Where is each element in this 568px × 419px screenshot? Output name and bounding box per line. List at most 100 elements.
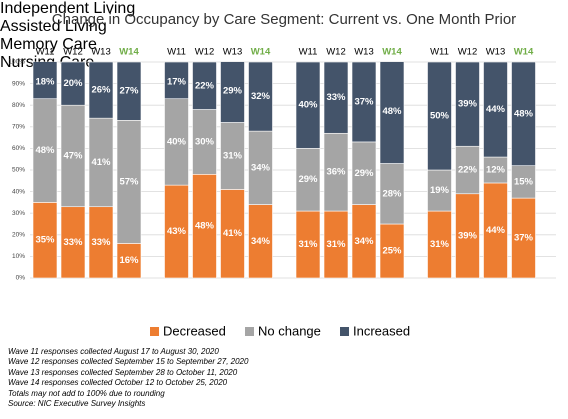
data-label: 47% — [63, 150, 83, 161]
x-tick-label: W12 — [458, 47, 478, 58]
data-label: 37% — [354, 96, 374, 107]
bar-segment — [351, 141, 377, 205]
x-tick-label: W12 — [63, 47, 83, 58]
data-label: 30% — [195, 136, 215, 147]
data-label: 15% — [514, 176, 534, 187]
x-tick-label: W13 — [91, 47, 111, 58]
data-label: 27% — [119, 86, 139, 97]
bar-segment — [323, 62, 349, 134]
data-label: 16% — [119, 255, 139, 266]
legend-label: No change — [258, 323, 321, 338]
y-tick-label: 20% — [12, 232, 25, 239]
y-tick-label: 100% — [8, 59, 25, 66]
legend-swatch — [340, 327, 349, 336]
bar-segment — [427, 210, 452, 278]
data-label: 31% — [326, 239, 346, 250]
bar-segment — [164, 98, 189, 186]
bar-segment — [323, 210, 349, 278]
data-label: 29% — [354, 168, 374, 179]
x-tick-label: W13 — [486, 47, 506, 58]
data-label: 34% — [354, 236, 374, 247]
bar-segment — [164, 62, 189, 100]
y-tick-label: 40% — [12, 188, 25, 195]
bar-segment — [32, 62, 58, 100]
bar-segment — [511, 197, 536, 278]
bar-segment — [60, 104, 86, 208]
bar-segment — [351, 62, 377, 143]
data-label: 57% — [119, 176, 139, 187]
bar-segment — [88, 62, 114, 119]
note: Wave 14 responses collected October 12 t… — [8, 378, 228, 388]
data-label: 50% — [430, 111, 450, 122]
data-label: 44% — [486, 225, 506, 236]
bar-segment — [192, 174, 217, 278]
data-label: 48% — [382, 106, 402, 117]
bar-segment — [379, 163, 405, 225]
legend-swatch — [150, 327, 159, 336]
x-tick-label: W14 — [251, 47, 271, 58]
note: Source: NIC Executive Survey Insights — [8, 399, 146, 409]
chart-title: Change in Occupancy by Care Segment: Cur… — [52, 11, 516, 28]
data-label: 18% — [35, 77, 55, 88]
y-tick-label: 80% — [12, 102, 25, 109]
y-tick-label: 30% — [12, 210, 25, 217]
bar-segment — [511, 165, 536, 199]
y-tick-label: 50% — [12, 167, 25, 174]
data-label: 39% — [458, 99, 478, 110]
x-tick-label: W13 — [223, 47, 243, 58]
bar-segment — [323, 132, 349, 212]
data-label: 29% — [298, 174, 318, 185]
note: Totals may not add to 100% due to roundi… — [8, 388, 165, 398]
y-tick-label: 90% — [12, 80, 25, 87]
y-tick-label: 0% — [16, 275, 26, 282]
data-label: 33% — [91, 237, 111, 248]
data-label: 48% — [195, 221, 215, 232]
y-tick-label: 60% — [12, 145, 25, 152]
bar-segment — [192, 62, 217, 110]
data-label: 36% — [326, 167, 346, 178]
bar-segment — [427, 62, 452, 171]
data-label: 26% — [91, 85, 111, 96]
note: Wave 13 responses collected September 28… — [8, 367, 238, 377]
data-label: 41% — [223, 228, 243, 239]
bar-segment — [88, 117, 114, 208]
bar-segment — [379, 223, 405, 278]
bar-segment — [60, 206, 86, 278]
bar-segment — [379, 62, 405, 164]
data-label: 25% — [382, 246, 402, 257]
data-label: 28% — [382, 188, 402, 199]
legend-label: Increased — [353, 323, 410, 338]
y-tick-label: 10% — [12, 253, 25, 260]
bar-segment — [483, 182, 508, 278]
bar-segment — [248, 204, 273, 278]
data-label: 35% — [35, 235, 55, 246]
data-label: 40% — [298, 100, 318, 111]
x-tick-label: W11 — [36, 47, 55, 58]
data-label: 31% — [430, 239, 450, 250]
data-label: 34% — [251, 236, 271, 247]
bar-segment — [295, 62, 321, 149]
data-label: 20% — [63, 78, 83, 89]
x-tick-label: W11 — [167, 47, 186, 58]
x-tick-label: W14 — [382, 47, 402, 58]
data-label: 17% — [167, 77, 187, 88]
bar-segment — [116, 62, 142, 121]
data-label: 34% — [251, 162, 271, 173]
bar-segment — [192, 109, 217, 175]
legend-label: Decreased — [163, 323, 226, 338]
x-tick-label: W11 — [430, 47, 449, 58]
data-label: 33% — [63, 237, 83, 248]
bar-segment — [455, 62, 480, 147]
legend-swatch — [245, 327, 254, 336]
data-label: 12% — [486, 165, 506, 176]
x-tick-label: W12 — [195, 47, 215, 58]
bar-segment — [427, 169, 452, 212]
x-tick-label: W11 — [299, 47, 318, 58]
data-label: 19% — [430, 185, 450, 196]
note: Wave 11 responses collected August 17 to… — [8, 347, 219, 356]
data-label: 31% — [223, 150, 243, 161]
data-label: 44% — [486, 104, 506, 115]
note: Wave 12 responses collected September 15… — [8, 357, 249, 367]
bar-segment — [248, 62, 273, 132]
